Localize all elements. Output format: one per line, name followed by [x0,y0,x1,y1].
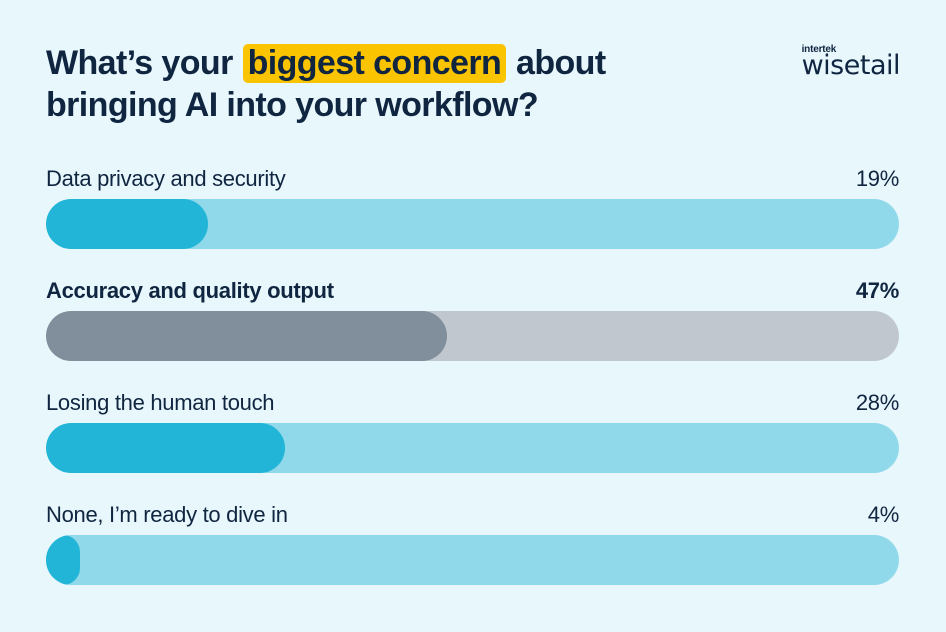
logo-parent-brand: intertek [801,44,837,55]
option-label: Losing the human touch [46,390,275,415]
bar-track [46,535,899,585]
option-label: Accuracy and quality output [46,278,334,303]
title-text-after: about bringing AI into your workflow? [46,44,606,124]
option-label: None, I’m ready to dive in [46,502,288,527]
poll-question-title: What’s your biggest concern about bringi… [46,42,646,126]
bar-fill [46,423,285,473]
bar-fill [46,535,81,585]
option-percent: 4% [867,502,900,527]
title-highlight: biggest concern [242,44,507,83]
brand-logo: intertek wisetail [801,44,901,81]
bar-track [46,423,899,473]
option-percent: 28% [855,390,899,415]
logo-brand-name: wisetail [801,50,901,81]
option-percent: 47% [855,278,899,303]
bar-fill [46,199,209,249]
option-percent: 19% [855,166,899,191]
bar-track [46,311,899,361]
bar-track [46,199,899,249]
title-text-before: What’s your [46,44,242,82]
option-label: Data privacy and security [46,166,286,191]
bar-fill [46,311,447,361]
